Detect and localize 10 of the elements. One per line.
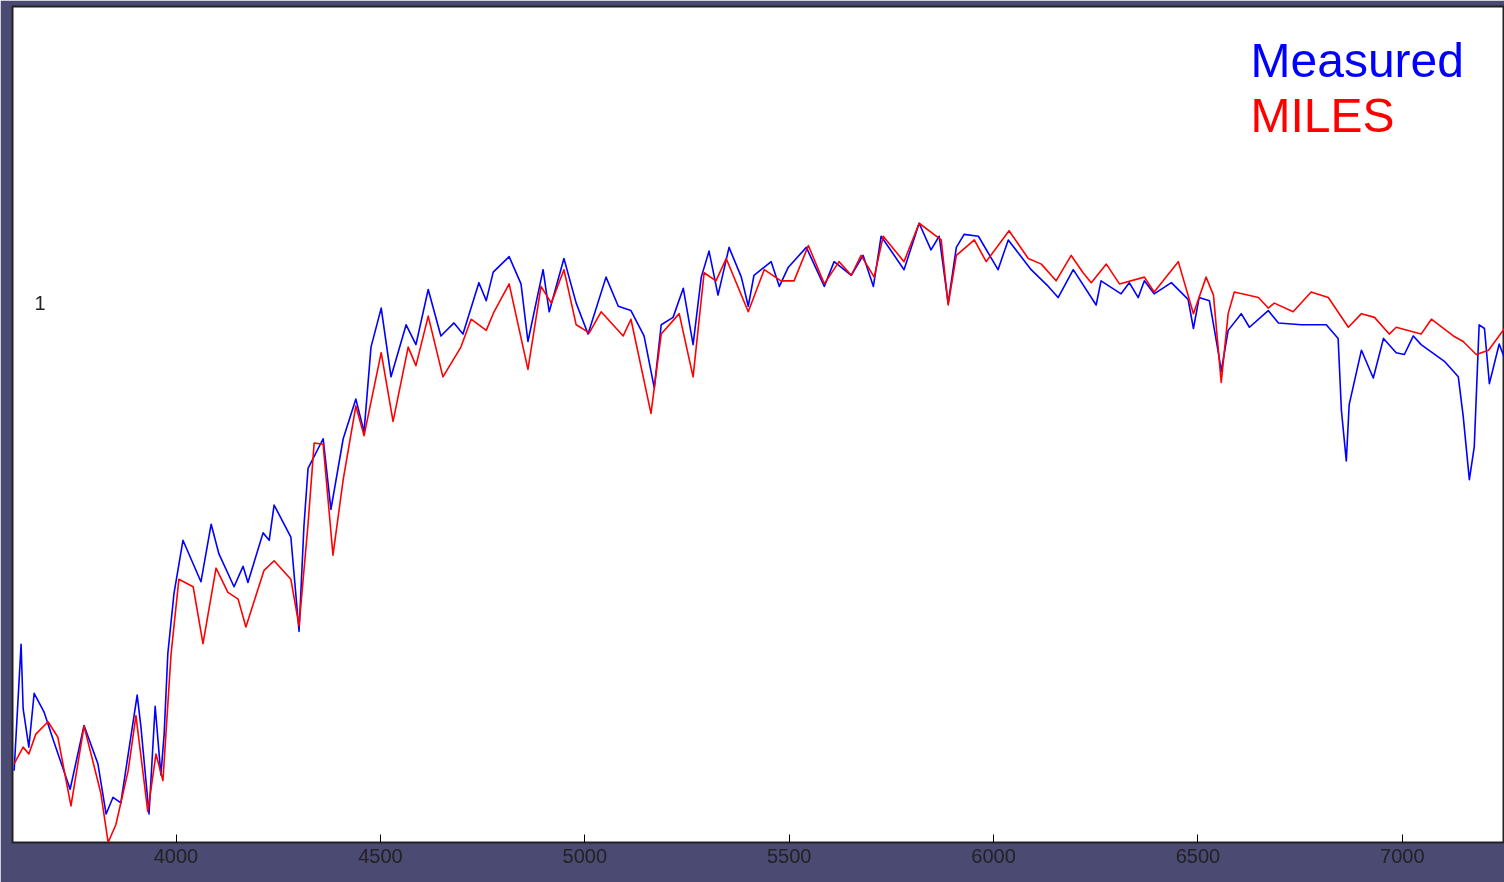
x-tick-label: 6500 <box>1175 844 1221 867</box>
x-tick-label: 5000 <box>562 844 608 867</box>
x-tick-label: 5500 <box>766 844 812 867</box>
x-tick-label: 7000 <box>1380 844 1425 867</box>
x-tick-label: 4500 <box>358 844 403 867</box>
text: Measured <box>1250 33 1464 87</box>
x-tick-label: 6000 <box>971 844 1016 867</box>
text: MILES <box>1250 88 1395 142</box>
annotation: 1 <box>34 291 46 314</box>
x-tick-label: 4000 <box>153 844 199 867</box>
